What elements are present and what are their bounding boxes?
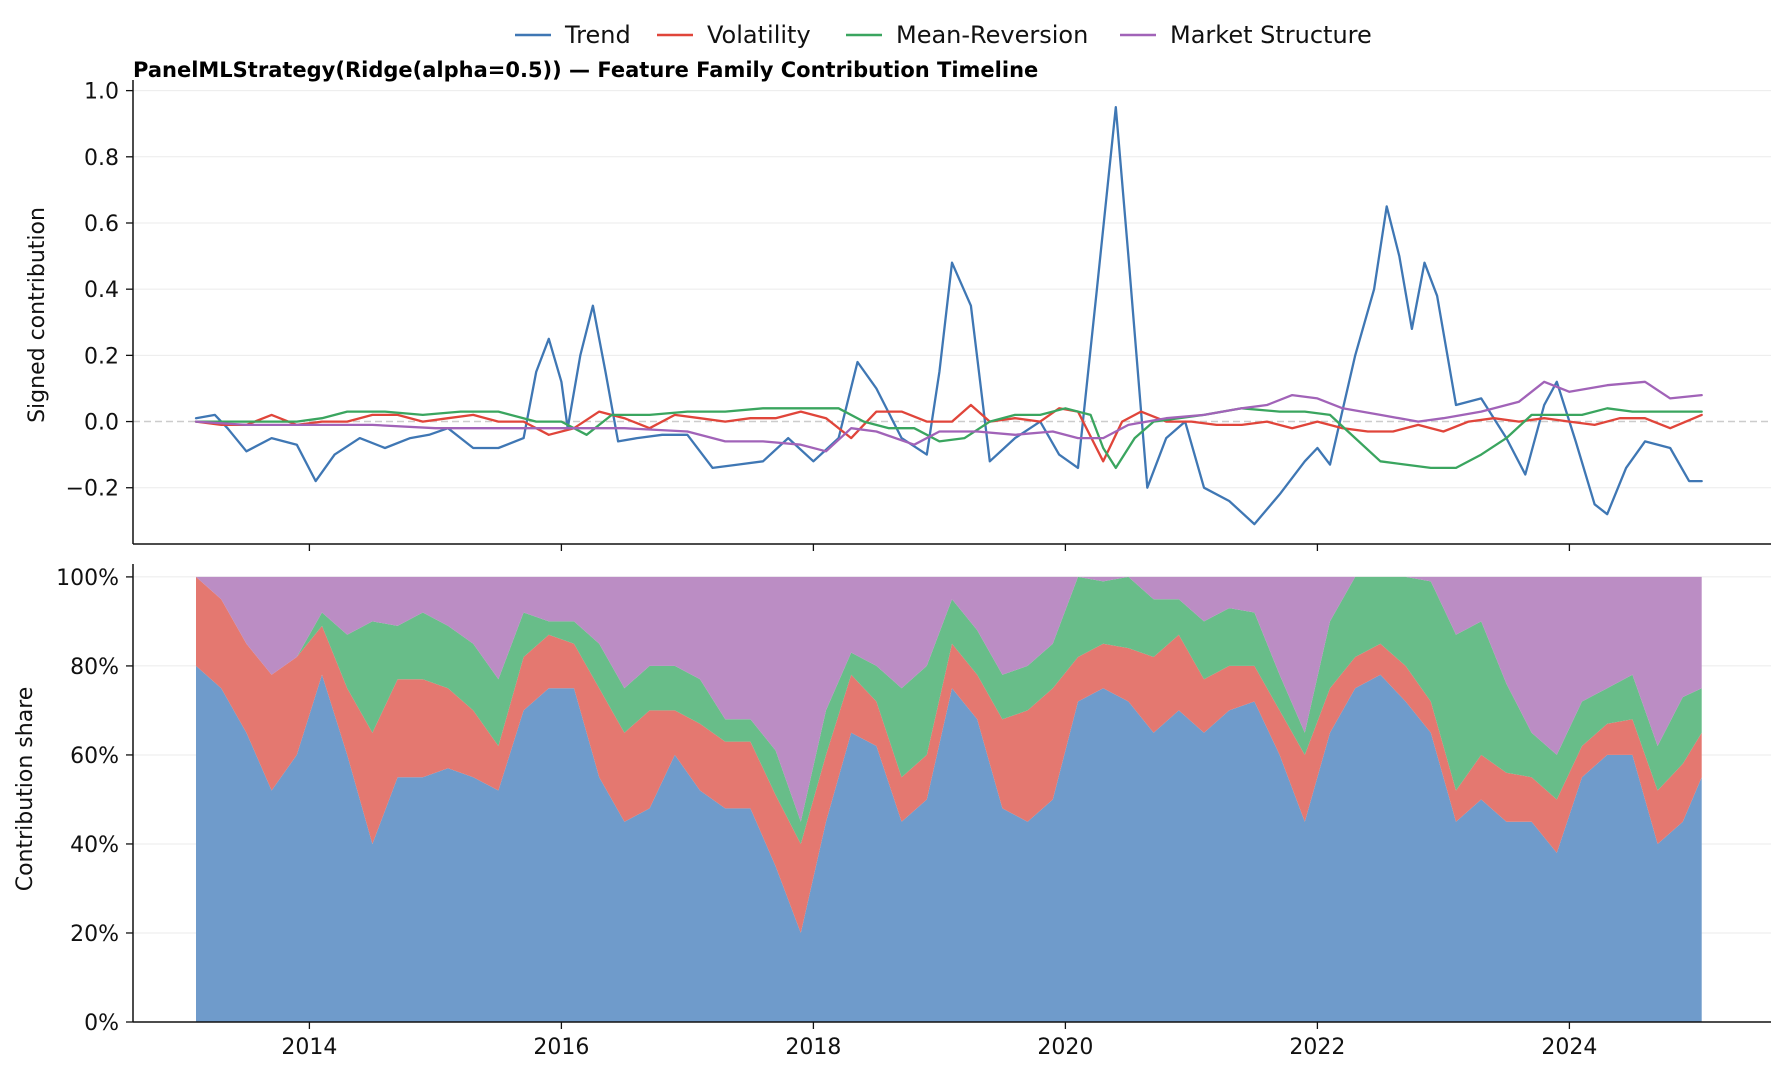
bottom-y-tick-label: 0% — [84, 1011, 119, 1036]
top-y-tick-label: −0.2 — [66, 477, 119, 502]
series-line-volatility — [194, 403, 1703, 463]
x-tick-label: 2024 — [1541, 1035, 1597, 1060]
legend-item-market-structure: Market Structure — [1120, 21, 1372, 49]
series-line-trend — [194, 106, 1703, 526]
bottom-y-tick-label: 20% — [70, 922, 119, 947]
top-y-tick-label: 0.0 — [84, 411, 119, 436]
legend-label-mean-reversion: Mean-Reversion — [896, 21, 1088, 49]
top-grid — [133, 90, 1771, 489]
legend-item-volatility: Volatility — [657, 21, 811, 49]
area-volatility — [196, 576, 1702, 933]
top-y-tick-label: 1.0 — [84, 80, 119, 105]
bottom-axes: 0% 20% 40% 60% 80% 100% 2014 2016 2018 2020 2022 20… — [56, 564, 1771, 1060]
x-tick-label: 2016 — [533, 1035, 589, 1060]
top-y-tick-label: 0.2 — [84, 344, 119, 369]
bottom-y-tick-label: 100% — [56, 566, 119, 591]
bottom-y-axis-label: Contribution share — [13, 687, 38, 892]
series-line-mean-reversion — [194, 407, 1703, 470]
x-tick-label: 2018 — [785, 1035, 841, 1060]
legend-label-volatility: Volatility — [707, 21, 811, 49]
x-tick-label: 2014 — [281, 1035, 337, 1060]
legend-item-mean-reversion: Mean-Reversion — [846, 21, 1088, 49]
area-mean-reversion — [196, 576, 1702, 844]
top-y-tick-label: 0.6 — [84, 212, 119, 237]
bottom-panel: 0% 20% 40% 60% 80% 100% 2014 2016 2018 2020 2022 20… — [13, 564, 1771, 1060]
x-tick-label: 2020 — [1037, 1035, 1093, 1060]
chart-title: PanelMLStrategy(Ridge(alpha=0.5)) — Feat… — [133, 58, 1038, 82]
bottom-y-tick-label: 60% — [70, 744, 119, 769]
top-panel: −0.2 0.0 0.2 0.4 0.6 0.8 1.0 Signed contributi… — [25, 80, 1771, 551]
series-line-market-structure — [194, 380, 1703, 453]
legend-label-market-structure: Market Structure — [1170, 21, 1372, 49]
bottom-y-tick-label: 80% — [70, 655, 119, 680]
legend: Trend Volatility Mean-Reversion Market Stru… — [515, 21, 1372, 49]
area-trend — [196, 665, 1702, 1022]
legend-item-trend: Trend — [515, 21, 631, 49]
bottom-y-tick-label: 40% — [70, 833, 119, 858]
area-market-structure — [196, 576, 1702, 822]
stacked-area-group — [196, 576, 1702, 1022]
top-axes: −0.2 0.0 0.2 0.4 0.6 0.8 1.0 — [66, 80, 1771, 551]
top-y-tick-label: 0.8 — [84, 146, 119, 171]
top-y-axis-label: Signed contribution — [25, 207, 50, 423]
top-series-group — [194, 106, 1703, 526]
top-y-tick-label: 0.4 — [84, 278, 119, 303]
legend-label-trend: Trend — [564, 21, 631, 49]
x-tick-label: 2022 — [1289, 1035, 1345, 1060]
